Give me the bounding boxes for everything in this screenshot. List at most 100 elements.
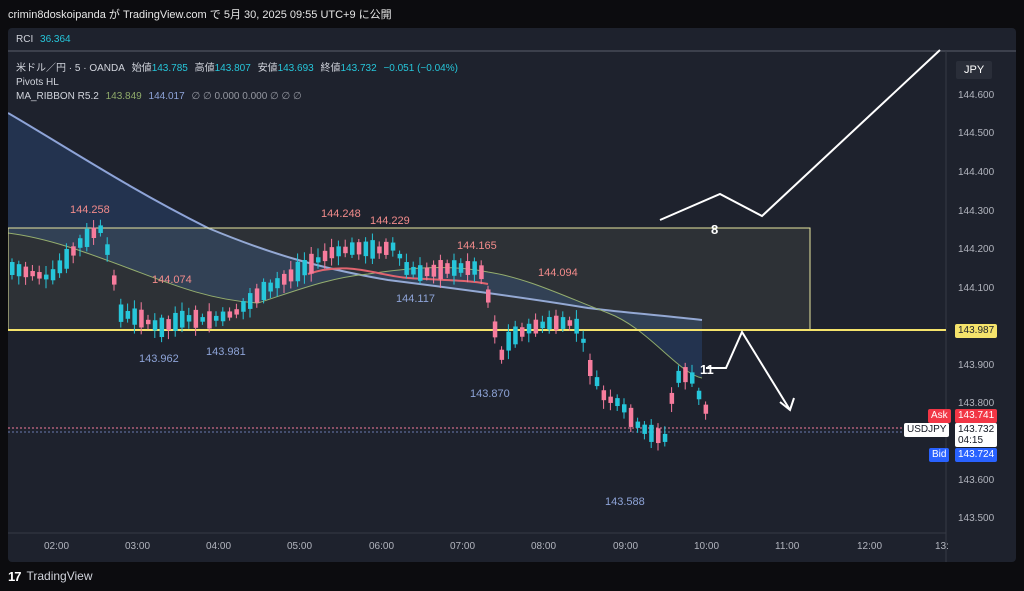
candle-body (282, 273, 287, 285)
symbol-legend[interactable]: 米ドル／円 · 5 · OANDA 始値143.785 高値143.807 安値… (16, 62, 462, 75)
candle-body (594, 377, 600, 387)
candle-body (44, 274, 49, 280)
publish-header: crimin8doskoipanda が TradingView.com で 5… (0, 0, 1024, 28)
candle-body (10, 262, 15, 275)
candle-body (288, 269, 294, 282)
time-axis-label: 07:00 (450, 541, 476, 552)
candle-body (146, 319, 151, 325)
candle-body (628, 407, 634, 427)
candle-body (37, 272, 42, 279)
candle-body (424, 267, 430, 277)
ma-ribbon-fill (8, 113, 702, 378)
time-axis-label: 06:00 (369, 541, 395, 552)
candle-body (329, 247, 335, 259)
pivot-low-label: 143.981 (206, 346, 246, 358)
candle-body (207, 311, 212, 329)
price-axis-label: 144.600 (958, 90, 995, 101)
bid-price-tag: 143.724 (955, 448, 998, 462)
candle-body (397, 253, 403, 259)
candle-body (567, 320, 573, 326)
candle-body (533, 319, 539, 334)
candle-body (214, 315, 219, 321)
candle-body (173, 312, 178, 331)
candle-body (377, 246, 382, 254)
candle-body (254, 288, 260, 303)
candle-body (486, 289, 491, 303)
low-value: 143.693 (277, 63, 314, 74)
pivot-low-label: 143.962 (139, 353, 179, 365)
candle-body (275, 278, 280, 289)
open-value: 143.785 (151, 63, 188, 74)
candle-body (588, 359, 593, 377)
chart-canvas[interactable]: 8 11 144.258 144.248 144.229 144.165 144… (8, 28, 1016, 562)
price-axis-label: 144.500 (958, 128, 995, 139)
ma-ribbon-rest: ∅ ∅ 0.000 0.000 ∅ ∅ ∅ (191, 91, 302, 102)
candle-body (499, 349, 505, 360)
candle-body (669, 392, 675, 404)
pivots-name: Pivots HL (16, 77, 59, 88)
candle-body (91, 227, 97, 239)
time-axis-label: 09:00 (613, 541, 639, 552)
candle-body (608, 396, 613, 403)
candle-body (554, 315, 559, 331)
candle-body (50, 269, 56, 281)
candle-body (601, 390, 607, 401)
candle-body (309, 253, 314, 274)
candle-body (166, 319, 171, 331)
projection-down-line (706, 329, 791, 411)
ask-price-tag: 143.741 (955, 409, 998, 423)
candle-body (118, 304, 124, 322)
candle-body (64, 248, 69, 269)
candle-body (57, 260, 63, 274)
pivot-low-label: 143.588 (605, 496, 645, 508)
chart-panel[interactable]: 8 11 144.258 144.248 144.229 144.165 144… (8, 28, 1016, 562)
candle-body (180, 310, 185, 328)
price-axis-label: 143.500 (958, 513, 995, 524)
rci-legend[interactable]: RCI 36.364 (16, 33, 75, 46)
high-label: 高値 (194, 63, 215, 74)
price-axis-label: 144.300 (958, 206, 995, 217)
candle-body (676, 370, 681, 383)
candle-body (581, 338, 586, 343)
candle-body (445, 263, 450, 274)
time-axis-label: 11:00 (775, 541, 800, 552)
symbol-title: 米ドル／円 · 5 · OANDA (16, 63, 125, 74)
candle-body (696, 390, 702, 400)
candle-body (363, 241, 369, 257)
bid-label: Bid (929, 448, 950, 462)
candle-body (186, 315, 192, 322)
candle-body (547, 317, 552, 330)
pivots-legend[interactable]: Pivots HL (16, 76, 63, 89)
wave-label-8: 8 (711, 222, 718, 237)
candle-body (71, 246, 76, 256)
time-axis-label: 12:00 (857, 541, 883, 552)
candle-body (458, 263, 464, 273)
candle-body (132, 308, 137, 325)
candle-body (248, 293, 253, 309)
time-axis-label: 13: (935, 541, 949, 552)
candle-body (356, 242, 362, 255)
candle-body (23, 266, 29, 278)
arrow-head-icon (779, 397, 795, 412)
pivot-high-label: 144.229 (370, 215, 410, 227)
candle-body (241, 301, 246, 312)
time-axis-label: 02:00 (44, 541, 70, 552)
footer[interactable]: 17 TradingView (8, 567, 93, 585)
candle-body (431, 264, 437, 277)
candle-body (492, 321, 498, 338)
change-value: −0.051 (−0.04%) (383, 63, 458, 74)
candle-body (384, 241, 389, 255)
candle-body (472, 261, 477, 275)
pivot-high-label: 144.165 (457, 240, 497, 252)
ma-red-segment (307, 267, 489, 285)
ma-ribbon-legend[interactable]: MA_RIBBON R5.2 143.849 144.017 ∅ ∅ 0.000… (16, 90, 306, 103)
pivot-high-label: 144.074 (152, 274, 192, 286)
time-axis-label: 08:00 (531, 541, 557, 552)
candle-body (540, 321, 545, 329)
candle-body (662, 433, 668, 442)
high-value: 143.807 (214, 63, 251, 74)
projection-up-line (659, 49, 941, 221)
currency-badge[interactable]: JPY (956, 61, 993, 79)
candle-body (78, 238, 83, 248)
